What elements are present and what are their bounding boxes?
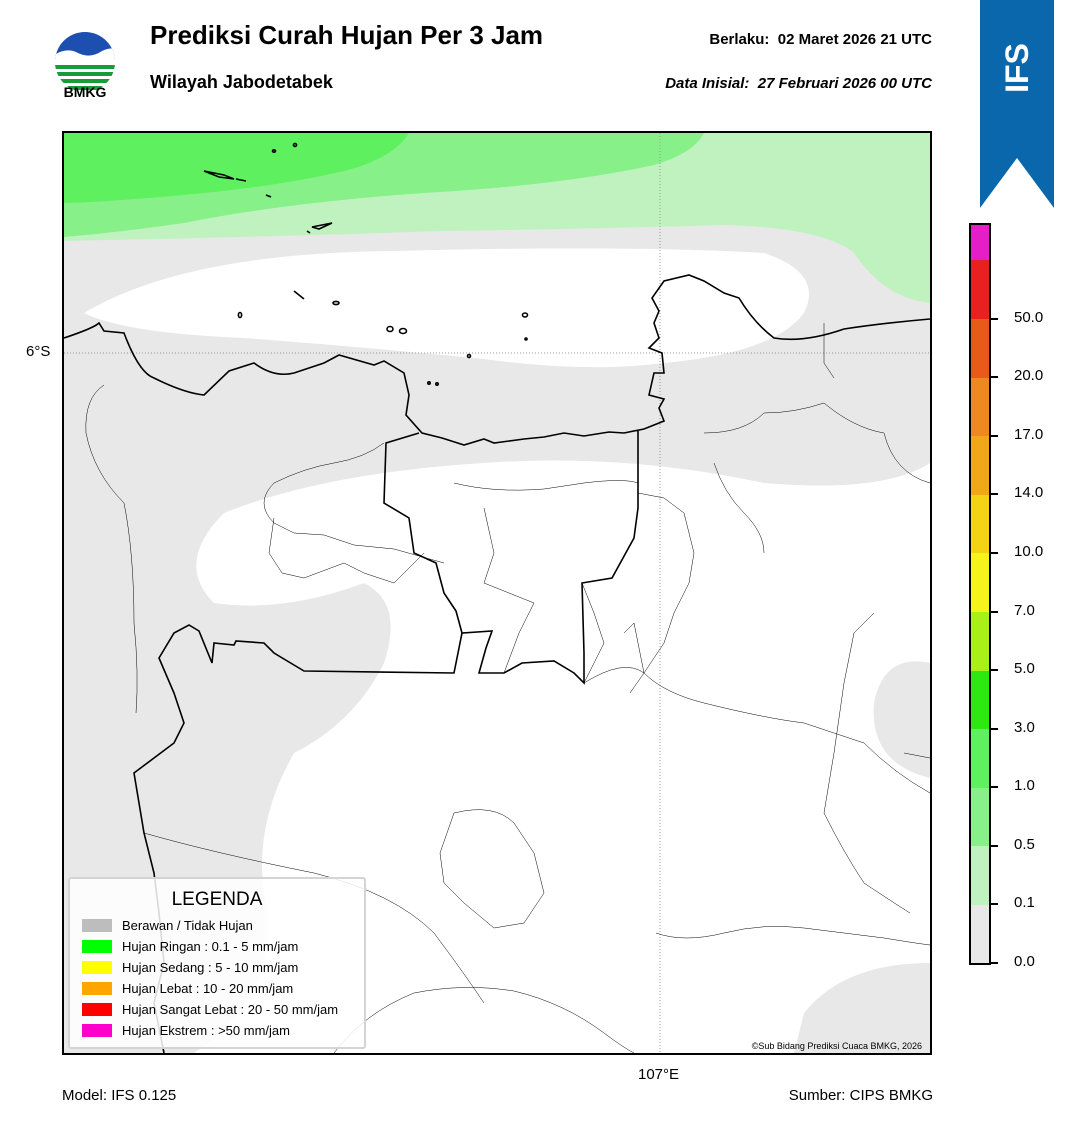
bmkg-logo — [55, 32, 115, 92]
legend-item-berawan: Berawan / Tidak Hujan — [82, 916, 253, 934]
coastline — [64, 274, 930, 446]
colorbar-segment — [971, 494, 989, 554]
colorbar-tick — [990, 727, 998, 730]
colorbar-label: 20.0 — [1014, 367, 1044, 385]
legend-label: Hujan Lebat : 10 - 20 mm/jam — [122, 980, 294, 996]
colorbar-segment — [971, 904, 989, 964]
logo-text: BMKG — [63, 84, 107, 100]
colorbar-segment — [971, 728, 989, 788]
legend-item-sedang: Hujan Sedang : 5 - 10 mm/jam — [82, 958, 298, 976]
legend-swatch — [82, 1023, 112, 1037]
province-border — [383, 431, 639, 685]
legend-item-ekstrem: Hujan Ekstrem : >50 mm/jam — [82, 1021, 290, 1039]
colorbar-segment — [971, 318, 989, 378]
colorbar-label: 50.0 — [1014, 308, 1044, 326]
colorbar-label: 0.0 — [1014, 953, 1035, 970]
colorbar-label: 3.0 — [1014, 718, 1035, 736]
colorbar-tick — [990, 493, 998, 496]
legend-item-sangat-lebat: Hujan Sangat Lebat : 20 - 50 mm/jam — [82, 1000, 338, 1018]
init-label: Data Inisial: — [665, 75, 750, 92]
colorbar-segment — [971, 435, 989, 495]
legend-swatch — [82, 918, 112, 932]
colorbar-segment — [971, 225, 989, 260]
colorbar-tick — [990, 786, 998, 789]
legend-label: Berawan / Tidak Hujan — [122, 917, 253, 933]
valid-label: Berlaku: — [709, 31, 770, 48]
copyright-text: ©Sub Bidang Prediksi Cuaca BMKG, 2026 — [751, 1041, 922, 1051]
colorbar-segment — [971, 670, 989, 730]
district-borders — [85, 323, 930, 1053]
legend-title: LEGENDA — [171, 889, 263, 910]
model-badge: IFS — [980, 0, 1054, 208]
colorbar-segment — [971, 611, 989, 671]
colorbar-tick — [990, 669, 998, 672]
colorbar-tick — [990, 962, 998, 964]
latitude-label: 6°S — [26, 343, 51, 360]
islands — [203, 142, 529, 387]
colorbar-label: 17.0 — [1014, 425, 1044, 443]
legend-label: Hujan Ekstrem : >50 mm/jam — [122, 1022, 290, 1038]
page-title: Prediksi Curah Hujan Per 3 Jam — [150, 20, 544, 50]
colorbar-tick — [990, 434, 998, 437]
colorbar-segment — [971, 845, 989, 905]
model-info: Model: IFS 0.125 — [62, 1087, 177, 1104]
legend-swatch — [82, 939, 112, 953]
legend-label: Hujan Ringan : 0.1 - 5 mm/jam — [122, 938, 299, 954]
rain-zone-grey — [64, 223, 930, 1053]
colorbar-segment — [971, 377, 989, 437]
model-badge-text: IFS — [999, 43, 1035, 93]
initial-data-time: Data Inisial: 27 Februari 2026 00 UTC — [665, 75, 932, 92]
colorbar-tick — [990, 376, 998, 379]
legend-swatch — [82, 960, 112, 974]
legend-label: Hujan Sedang : 5 - 10 mm/jam — [122, 959, 299, 975]
rain-zone-grey — [794, 963, 930, 1053]
colorbar-label: 10.0 — [1014, 542, 1044, 560]
rain-zone-white — [84, 248, 809, 368]
rainfall-map: LEGENDA Berawan / Tidak Hujan Hujan Ring… — [62, 131, 932, 1055]
colorbar-segment — [971, 552, 989, 612]
colorbar-label: 7.0 — [1014, 601, 1035, 619]
colorbar — [969, 223, 991, 965]
colorbar-segment — [971, 787, 989, 847]
legend-swatch — [82, 1002, 112, 1016]
colorbar-label: 14.0 — [1014, 484, 1044, 502]
legend-item-lebat: Hujan Lebat : 10 - 20 mm/jam — [82, 979, 293, 997]
page-subtitle: Wilayah Jabodetabek — [150, 72, 333, 92]
legend-item-ringan: Hujan Ringan : 0.1 - 5 mm/jam — [82, 937, 298, 955]
legend-label: Hujan Sangat Lebat : 20 - 50 mm/jam — [122, 1001, 339, 1017]
legend-box: LEGENDA Berawan / Tidak Hujan Hujan Ring… — [68, 877, 366, 1049]
rain-zone-grey — [873, 661, 930, 778]
colorbar-label: 5.0 — [1014, 660, 1035, 678]
colorbar-tick — [990, 903, 998, 906]
longitude-label: 107°E — [638, 1066, 680, 1083]
valid-time: Berlaku: 02 Maret 2026 21 UTC — [709, 31, 932, 48]
colorbar-tick — [990, 551, 998, 554]
colorbar-tick — [990, 317, 998, 320]
source-info: Sumber: CIPS BMKG — [788, 1087, 933, 1104]
init-value: 27 Februari 2026 00 UTC — [757, 75, 932, 92]
colorbar-tick — [990, 610, 998, 613]
colorbar-label: 0.1 — [1014, 894, 1035, 912]
valid-value: 02 Maret 2026 21 UTC — [777, 31, 932, 48]
colorbar-segment — [971, 260, 989, 320]
legend-swatch — [82, 981, 112, 995]
colorbar-tick — [990, 844, 998, 847]
colorbar-label: 0.5 — [1014, 835, 1035, 853]
colorbar-label: 1.0 — [1014, 777, 1035, 795]
rain-zone-1.0 — [64, 133, 409, 203]
